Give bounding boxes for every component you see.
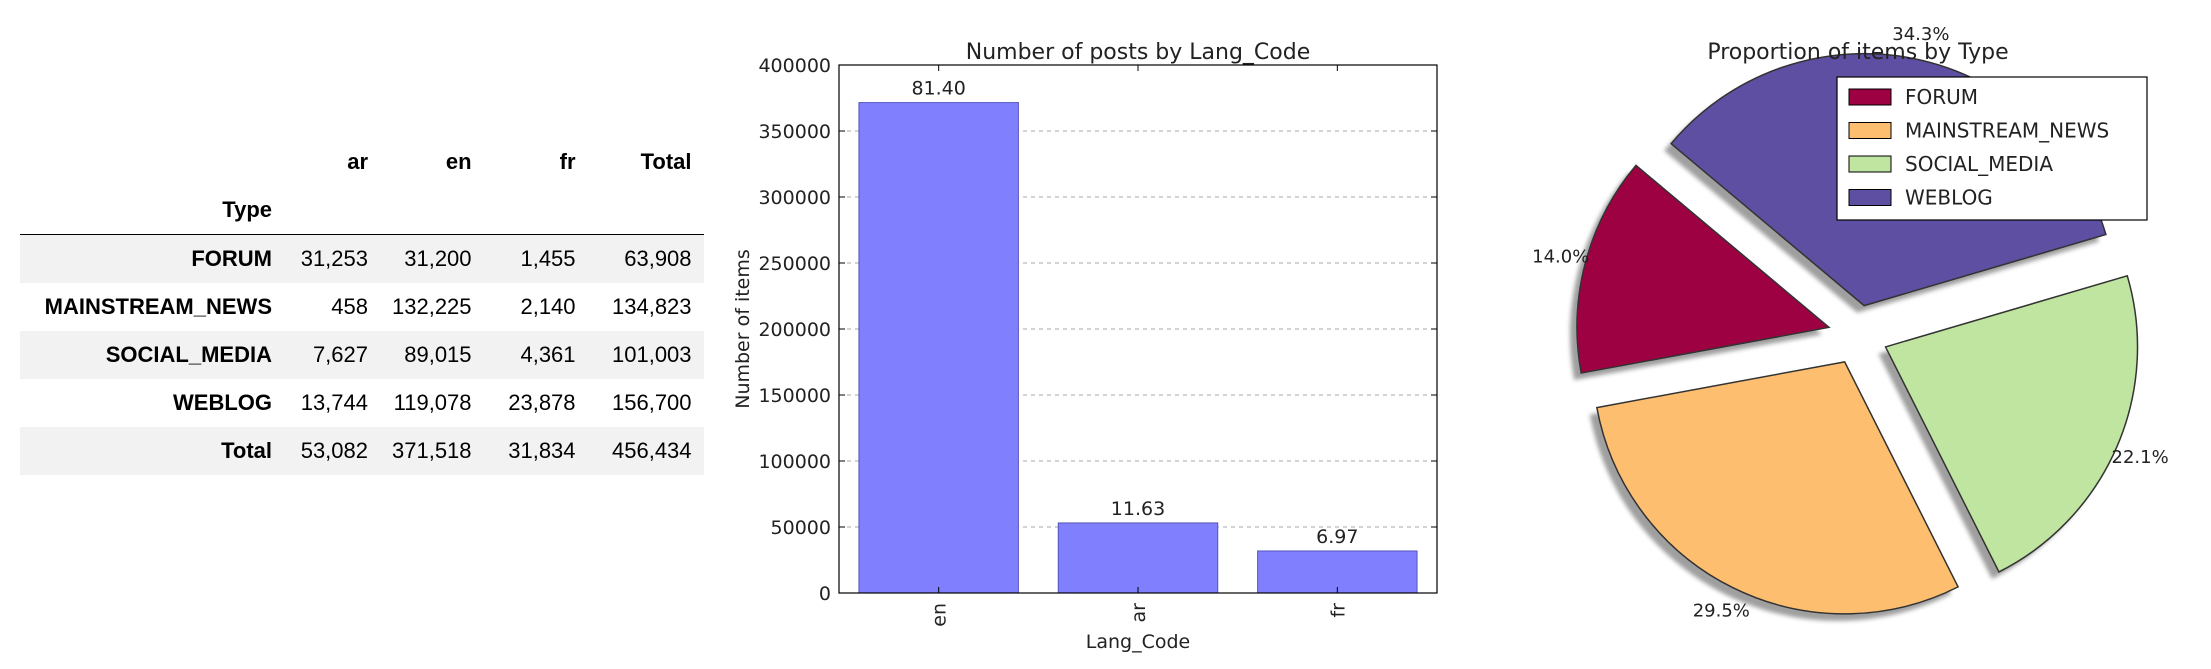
row-label: Total (221, 438, 272, 463)
table-row: MAINSTREAM_NEWS 458 132,225 2,140 134,823 (20, 283, 704, 331)
table-cell: 134,823 (612, 294, 692, 319)
table-row: FORUM 31,253 31,200 1,455 63,908 (20, 234, 704, 283)
table-cell: 101,003 (612, 342, 692, 367)
y-tick-label: 200000 (758, 319, 831, 341)
table-cell: 456,434 (612, 438, 692, 463)
table-cell: 31,253 (300, 246, 368, 271)
x-tick-label: fr (1327, 603, 1349, 618)
pie-slice-mainstream-news (1595, 361, 1960, 615)
pie-pct-label: 14.0% (1532, 247, 1589, 268)
row-label: SOCIAL_MEDIA (105, 342, 272, 367)
table-cell: 63,908 (624, 246, 692, 271)
chart-title: Number of posts by Lang_Code (966, 40, 1310, 65)
bar-ar (1057, 522, 1219, 594)
y-axis-label: Number of items (732, 249, 754, 409)
y-tick-label: 400000 (758, 55, 831, 77)
table-cell: 4,361 (520, 342, 576, 367)
x-tick-label: ar (1128, 603, 1150, 623)
pie-title: Proportion of items by Type (1707, 40, 2008, 65)
legend-label: WEBLOG (1905, 186, 1993, 210)
y-tick-label: 150000 (758, 385, 831, 407)
table-cell: 23,878 (508, 390, 576, 415)
index-name: Type (20, 186, 284, 235)
legend-swatch (1848, 122, 1892, 139)
pie-slice-social-media (1884, 274, 2139, 573)
legend-swatch (1848, 88, 1892, 106)
table-cell: 7,627 (312, 342, 368, 367)
table-cell: 458 (331, 294, 368, 319)
y-tick-label: 250000 (758, 253, 831, 275)
table-cell: 2,140 (520, 294, 576, 319)
table-cell: 31,834 (508, 438, 576, 463)
column-header-row: ar en fr Total (20, 138, 704, 186)
table-cell: 371,518 (392, 438, 472, 463)
crosstab-table-container: ar en fr Total Type FORUM 31,253 31,200 1,4… (20, 138, 704, 475)
legend-swatch (1848, 189, 1892, 206)
table-cell: 132,225 (392, 294, 472, 319)
x-axis-label: Lang_Code (1086, 631, 1190, 653)
table-row: SOCIAL_MEDIA 7,627 89,015 4,361 101,003 (20, 331, 704, 379)
legend-label: FORUM (1905, 85, 1978, 109)
bar-data-label: 6.97 (1316, 526, 1358, 548)
bar-data-label: 11.63 (1111, 498, 1165, 520)
legend-swatch (1848, 155, 1892, 173)
y-tick-label: 350000 (758, 121, 831, 143)
row-label: MAINSTREAM_NEWS (44, 294, 272, 319)
table-row: WEBLOG 13,744 119,078 23,878 156,700 (20, 379, 704, 427)
legend-label: SOCIAL_MEDIA (1905, 152, 2053, 176)
table-cell: 156,700 (612, 390, 692, 415)
row-label: FORUM (191, 246, 272, 271)
y-tick-label: 100000 (758, 451, 831, 473)
table-cell: 89,015 (404, 342, 472, 367)
bar-fr (1257, 550, 1418, 594)
pie-slice-forum (1576, 164, 1831, 374)
legend-label: MAINSTREAM_NEWS (1905, 119, 2109, 143)
table-cell: 1,455 (520, 246, 576, 271)
column-header-ar: ar (347, 149, 368, 174)
x-tick-label: en (929, 603, 951, 627)
row-label: WEBLOG (173, 390, 272, 415)
y-tick-label: 300000 (758, 187, 831, 209)
column-header-fr: fr (559, 149, 576, 174)
bar-data-label: 81.40 (911, 78, 965, 100)
table-cell: 13,744 (300, 390, 368, 415)
table-row: Total 53,082 371,518 31,834 456,434 (20, 427, 704, 475)
pie-pct-label: 22.1% (2112, 447, 2169, 468)
column-header-en: en (445, 149, 472, 174)
table-cell: 31,200 (404, 246, 472, 271)
pie-pct-label: 34.3% (1892, 24, 1949, 45)
table-body: FORUM 31,253 31,200 1,455 63,908 MAINSTREAM_N… (20, 234, 704, 475)
pie-pct-label: 29.5% (1693, 600, 1750, 621)
y-tick-label: 0 (819, 583, 831, 605)
table-cell: 53,082 (300, 438, 368, 463)
index-name-row: Type (20, 186, 704, 235)
y-tick-label: 50000 (771, 517, 831, 539)
bar-en (858, 102, 1019, 594)
plot-frame (838, 64, 1438, 594)
crosstab-table: ar en fr Total Type FORUM 31,253 31,200 1,4… (20, 138, 704, 475)
table-cell: 119,078 (393, 390, 472, 415)
column-header-total: Total (640, 149, 692, 174)
